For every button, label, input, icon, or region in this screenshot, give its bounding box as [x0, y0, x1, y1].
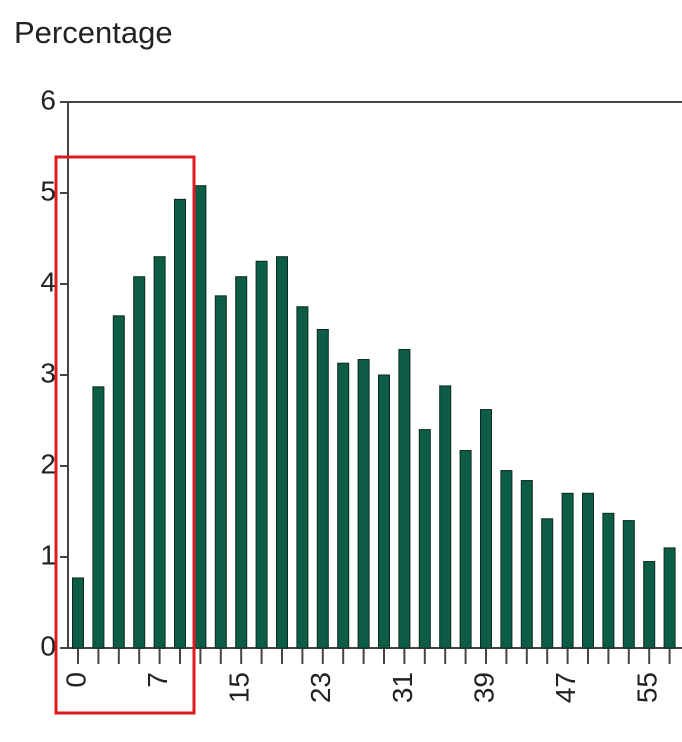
bar [663, 547, 676, 649]
y-tick-label: 6 [40, 84, 56, 115]
bar [357, 359, 370, 649]
bar [459, 450, 472, 649]
bar [643, 561, 656, 649]
bar [561, 492, 574, 649]
bar [153, 256, 166, 649]
bar [500, 470, 513, 649]
bar [582, 492, 594, 649]
bar [378, 374, 390, 649]
bar [296, 306, 309, 649]
bar [337, 362, 350, 649]
bar [92, 386, 105, 649]
bar [255, 260, 268, 649]
bar [235, 276, 248, 649]
y-tick-label: 5 [40, 175, 56, 206]
y-tick-label: 4 [40, 266, 56, 297]
bar [174, 198, 186, 649]
x-tick-label: 15 [224, 672, 255, 703]
y-tick-label: 3 [40, 357, 56, 388]
bar [316, 329, 329, 649]
bar [480, 409, 492, 649]
x-tick-label: 7 [142, 672, 173, 688]
x-tick-label: 0 [60, 672, 91, 688]
y-axis-title: Percentage [14, 15, 173, 50]
bar [398, 349, 411, 649]
y-tick-label: 2 [40, 448, 56, 479]
x-tick-label: 31 [387, 672, 418, 703]
x-tick-label: 39 [468, 672, 499, 703]
bar [276, 256, 288, 649]
bar [602, 512, 615, 649]
bar [418, 429, 431, 649]
y-tick-label: 0 [40, 630, 56, 661]
bar [622, 520, 635, 649]
bar [112, 315, 125, 649]
bar [72, 577, 84, 649]
bar [214, 295, 227, 649]
x-tick-label: 23 [305, 672, 336, 703]
bar [520, 480, 533, 649]
bar [194, 185, 207, 649]
highlight-box [54, 155, 196, 715]
bar [133, 276, 146, 649]
bar [541, 518, 554, 649]
x-tick-label: 47 [550, 672, 581, 703]
bar [439, 385, 452, 649]
x-tick-label: 55 [632, 672, 663, 703]
y-tick-label: 1 [40, 539, 56, 570]
